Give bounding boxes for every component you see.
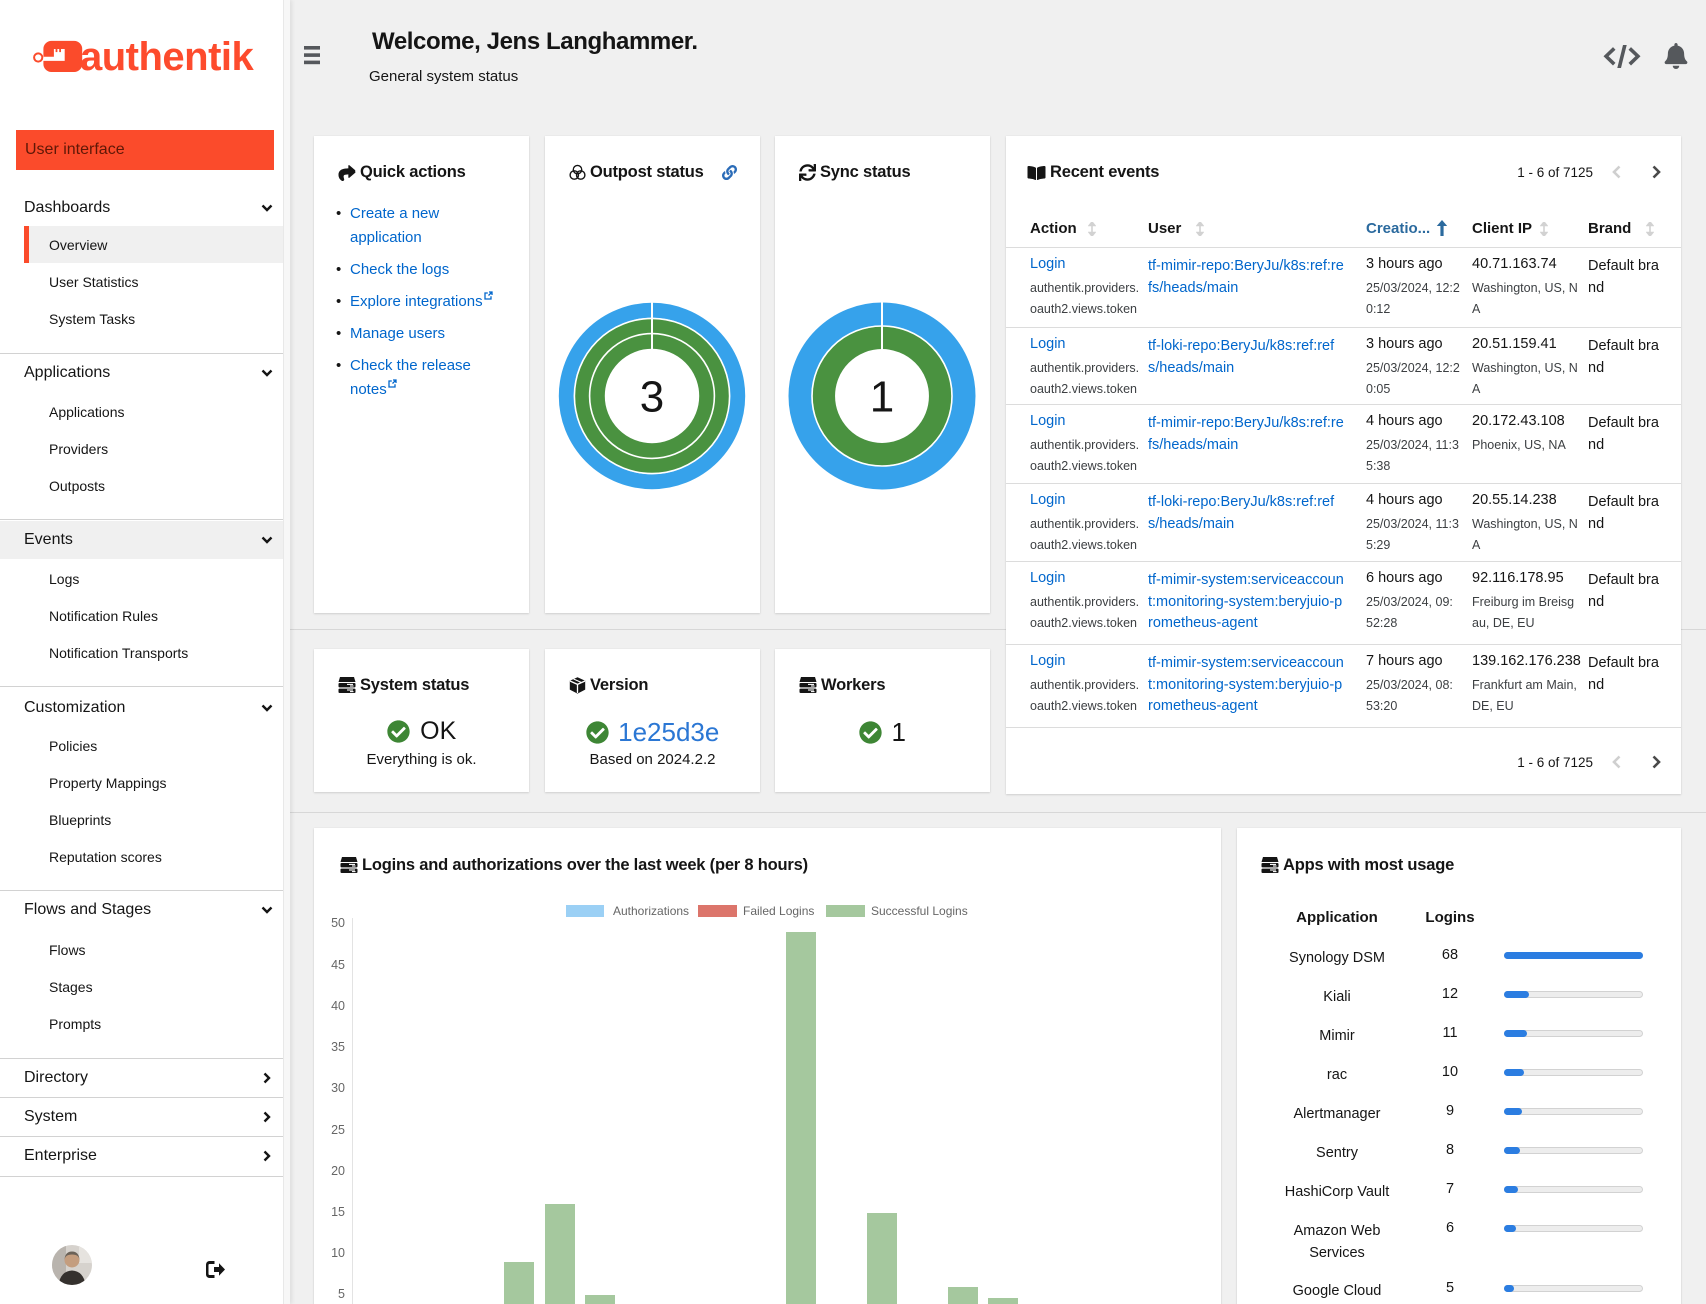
svg-text:1: 1	[870, 373, 894, 422]
svg-text:authentik: authentik	[80, 38, 255, 78]
svg-text:3: 3	[640, 373, 664, 422]
